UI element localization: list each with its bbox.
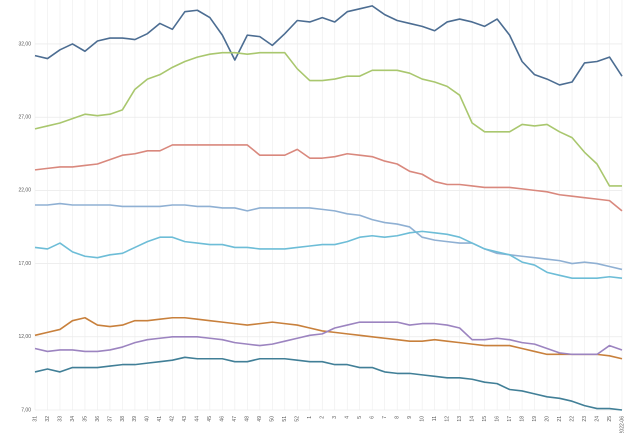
x-tick-label: 20	[544, 416, 550, 422]
y-tick-label: 22,00	[18, 188, 31, 194]
y-tick-label: 17,00	[18, 261, 31, 267]
x-tick-label: 2022-06	[619, 416, 625, 433]
x-tick-label: 34	[70, 416, 76, 422]
x-tick-label: 1	[307, 416, 313, 419]
x-tick-label: 3	[332, 416, 338, 419]
x-tick-label: 11	[432, 416, 438, 421]
series-line	[34, 51, 622, 187]
x-tick-label: 18	[519, 416, 525, 422]
y-tick-label: 27,00	[18, 114, 31, 120]
x-tick-label: 24	[594, 416, 600, 422]
x-tick-label: 2	[320, 416, 326, 419]
x-tick-label: 5	[357, 416, 363, 419]
x-tick-label: 10	[419, 416, 425, 422]
x-tick-label: 43	[182, 416, 188, 422]
x-tick-label: 46	[220, 416, 226, 422]
y-tick-label: 32,00	[18, 41, 31, 47]
x-tick-label: 50	[270, 416, 276, 422]
x-tick-label: 33	[57, 416, 63, 422]
x-tick-label: 42	[170, 416, 176, 422]
x-tick-label: 41	[157, 416, 163, 422]
x-tick-label: 25	[607, 416, 613, 422]
series-line	[34, 144, 623, 212]
x-tick-label: 40	[145, 416, 151, 422]
x-tick-label: 8	[395, 416, 401, 419]
x-tick-label: 12	[444, 416, 450, 422]
x-tick-label: 4	[345, 416, 351, 419]
x-tick-label: 37	[107, 416, 113, 422]
series-line	[34, 5, 623, 86]
x-tick-label: 15	[482, 416, 488, 422]
x-tick-label: 45	[207, 416, 213, 422]
y-tick-label: 12,00	[18, 334, 31, 340]
x-tick-label: 52	[295, 416, 301, 422]
x-tick-label: 17	[507, 416, 513, 422]
x-tick-label: 14	[469, 416, 475, 422]
x-tick-label: 6	[370, 416, 376, 419]
x-tick-label: 23	[582, 416, 588, 422]
x-tick-label: 51	[282, 416, 288, 422]
x-tick-label: 39	[132, 416, 138, 422]
x-tick-label: 9	[407, 416, 413, 419]
x-tick-label: 13	[457, 416, 463, 422]
x-tick-label: 36	[95, 416, 101, 422]
x-tick-label: 7	[382, 416, 388, 419]
x-tick-label: 16	[494, 416, 500, 422]
x-tick-label: 44	[195, 416, 201, 422]
x-tick-label: 38	[120, 416, 126, 422]
x-tick-label: 19	[532, 416, 538, 422]
y-tick-label: 7,00	[21, 407, 31, 413]
x-tick-label: 49	[257, 416, 263, 422]
series-line	[34, 321, 623, 356]
series-line	[34, 356, 623, 411]
x-tick-label: 47	[232, 416, 238, 422]
x-tick-label: 21	[557, 416, 563, 422]
series-line	[35, 202, 623, 271]
x-tick-label: 35	[82, 416, 88, 422]
x-tick-label: 48	[245, 416, 251, 422]
series-line	[34, 230, 623, 280]
series-line	[34, 316, 623, 360]
x-tick-label: 22	[569, 416, 575, 422]
x-tick-label: 31	[32, 416, 38, 422]
x-tick-label: 32	[45, 416, 51, 422]
